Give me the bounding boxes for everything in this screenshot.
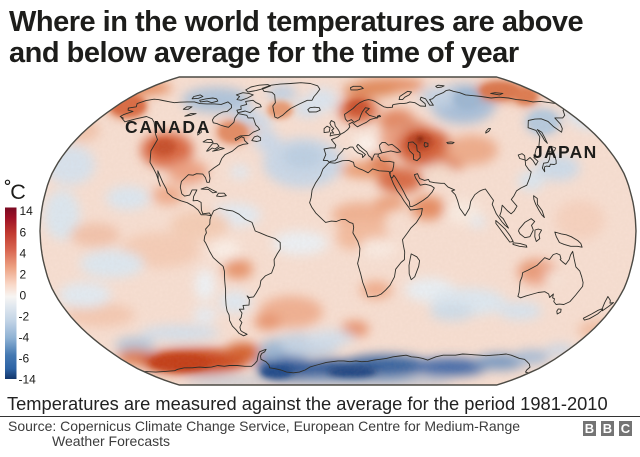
svg-text:CANADA: CANADA bbox=[125, 117, 211, 137]
svg-text:-6: -6 bbox=[19, 352, 30, 366]
svg-text:0: 0 bbox=[20, 289, 27, 303]
svg-text:-4: -4 bbox=[19, 331, 30, 345]
svg-text:-2: -2 bbox=[19, 310, 30, 324]
svg-text:C: C bbox=[10, 180, 26, 204]
svg-text:-14: -14 bbox=[19, 373, 37, 387]
svg-text:14: 14 bbox=[20, 204, 34, 218]
svg-text:JAPAN: JAPAN bbox=[533, 142, 598, 162]
svg-text:2: 2 bbox=[20, 268, 27, 282]
svg-text:4: 4 bbox=[20, 247, 27, 261]
svg-text:6: 6 bbox=[20, 226, 27, 240]
